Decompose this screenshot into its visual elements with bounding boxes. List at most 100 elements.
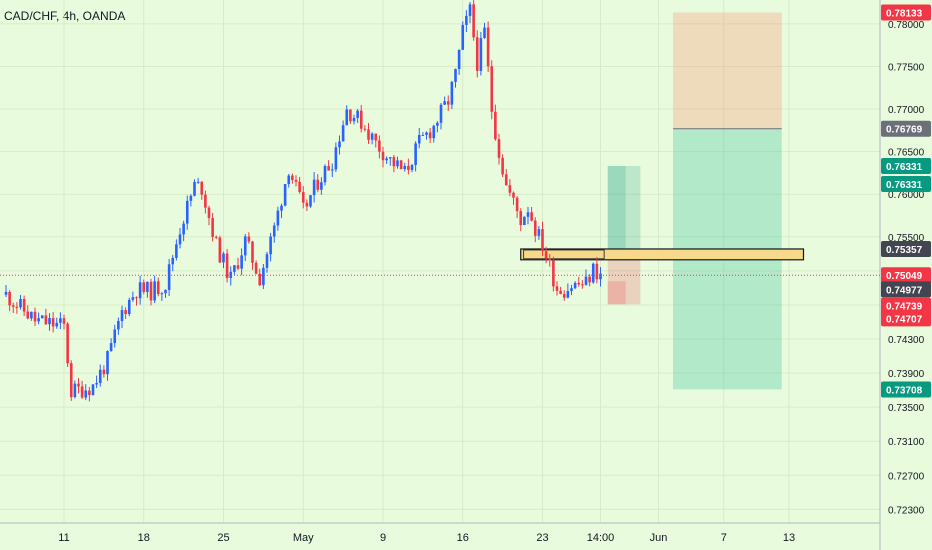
candle-body[interactable] — [193, 181, 196, 196]
candle-body[interactable] — [211, 218, 214, 237]
candle-body[interactable] — [497, 139, 501, 158]
candle-body[interactable] — [48, 317, 51, 325]
candle-body[interactable] — [91, 384, 95, 395]
candle-body[interactable] — [15, 306, 19, 308]
candle-body[interactable] — [200, 181, 204, 195]
candle-body[interactable] — [374, 133, 378, 141]
candle-body[interactable] — [69, 363, 73, 398]
candle-body[interactable] — [465, 15, 468, 25]
candle-body[interactable] — [508, 185, 512, 193]
candle-body[interactable] — [243, 236, 247, 256]
candle-body[interactable] — [417, 134, 421, 144]
candle-body[interactable] — [530, 212, 533, 221]
candle-body[interactable] — [537, 229, 541, 236]
candle-body[interactable] — [301, 191, 305, 203]
candle-body[interactable] — [454, 69, 457, 82]
candle-body[interactable] — [359, 110, 363, 129]
candle-body[interactable] — [345, 109, 349, 126]
candle-body[interactable] — [425, 132, 428, 135]
candle-body[interactable] — [573, 282, 577, 289]
candle-body[interactable] — [59, 318, 62, 323]
candle-body[interactable] — [555, 286, 559, 291]
candle-body[interactable] — [33, 311, 37, 322]
candle-body[interactable] — [439, 104, 443, 123]
candle-body[interactable] — [316, 179, 320, 190]
candle-body[interactable] — [461, 24, 465, 50]
candle-body[interactable] — [414, 143, 417, 165]
candle-body[interactable] — [254, 262, 258, 274]
candle-body[interactable] — [120, 310, 124, 322]
candle-body[interactable] — [523, 216, 526, 226]
candle-body[interactable] — [548, 258, 552, 261]
candle-body[interactable] — [26, 311, 30, 319]
candle-body[interactable] — [283, 184, 287, 206]
candle-body[interactable] — [581, 284, 584, 286]
candle-body[interactable] — [378, 140, 381, 152]
candle-body[interactable] — [320, 182, 323, 190]
candle-body[interactable] — [309, 195, 312, 207]
candle-body[interactable] — [225, 253, 229, 279]
candle-body[interactable] — [233, 265, 236, 272]
candle-body[interactable] — [312, 179, 316, 196]
candle-body[interactable] — [352, 117, 356, 122]
candle-body[interactable] — [388, 157, 392, 159]
candle-body[interactable] — [533, 220, 537, 236]
candle-body[interactable] — [84, 390, 88, 398]
stop-zone[interactable] — [673, 12, 782, 129]
candle-body[interactable] — [8, 291, 11, 306]
candle-body[interactable] — [236, 265, 240, 269]
candle-body[interactable] — [490, 66, 494, 112]
candle-body[interactable] — [95, 383, 98, 385]
candle-body[interactable] — [591, 263, 595, 283]
candle-body[interactable] — [475, 37, 479, 71]
candle-body[interactable] — [446, 101, 450, 105]
candle-body[interactable] — [131, 297, 135, 300]
candle-body[interactable] — [117, 321, 120, 330]
candle-body[interactable] — [240, 255, 243, 269]
candle-body[interactable] — [338, 141, 341, 148]
candle-body[interactable] — [323, 165, 327, 183]
candle-body[interactable] — [479, 38, 483, 71]
candle-body[interactable] — [4, 291, 8, 295]
candle-body[interactable] — [218, 237, 222, 263]
candle-body[interactable] — [385, 158, 388, 161]
candle-body[interactable] — [486, 27, 490, 67]
candle-body[interactable] — [109, 343, 113, 352]
candle-body[interactable] — [167, 264, 171, 290]
candle-body[interactable] — [262, 267, 265, 286]
candle-body[interactable] — [494, 111, 497, 140]
candle-body[interactable] — [287, 175, 291, 185]
candle-body[interactable] — [501, 157, 504, 175]
candle-body[interactable] — [175, 244, 178, 258]
candle-body[interactable] — [356, 110, 359, 118]
candle-body[interactable] — [88, 390, 91, 395]
candle-body[interactable] — [265, 254, 269, 268]
candle-body[interactable] — [22, 299, 26, 312]
candle-body[interactable] — [276, 210, 280, 226]
candle-body[interactable] — [247, 236, 251, 242]
candle-body[interactable] — [443, 101, 446, 105]
candle-body[interactable] — [305, 202, 309, 207]
resistance-zone[interactable] — [520, 248, 805, 261]
candle-body[interactable] — [44, 315, 48, 325]
candle-body[interactable] — [562, 293, 566, 298]
candle-body[interactable] — [73, 383, 77, 398]
candle-body[interactable] — [55, 322, 59, 327]
candle-body[interactable] — [552, 260, 555, 287]
candle-body[interactable] — [106, 351, 109, 375]
candle-body[interactable] — [251, 241, 254, 263]
candle-body[interactable] — [410, 164, 414, 170]
candle-body[interactable] — [182, 223, 185, 235]
candle-body[interactable] — [77, 383, 80, 387]
candle-body[interactable] — [40, 315, 44, 319]
candle-body[interactable] — [559, 290, 562, 294]
candle-body[interactable] — [51, 317, 55, 327]
candle-body[interactable] — [457, 49, 461, 70]
candle-body[interactable] — [519, 211, 523, 226]
candle-body[interactable] — [80, 386, 84, 398]
candle-body[interactable] — [98, 369, 102, 384]
candle-body[interactable] — [363, 128, 367, 130]
candle-body[interactable] — [196, 181, 200, 183]
